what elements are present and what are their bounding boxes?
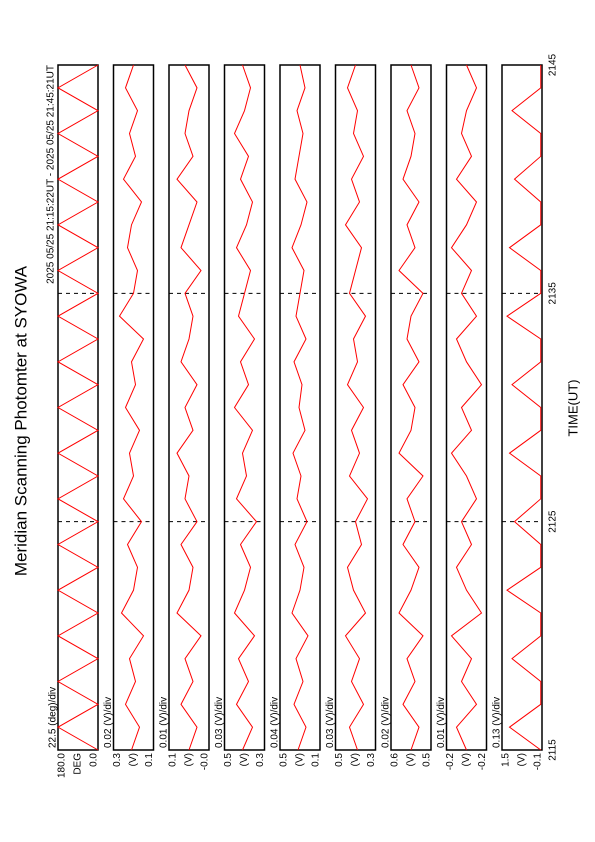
trace	[118, 64, 145, 751]
y-tick-label: 0.1	[311, 753, 322, 767]
x-tick-label: 2125	[548, 510, 559, 533]
x-tick-label: 2145	[548, 53, 559, 76]
y-tick-label: -0.2	[477, 753, 488, 771]
trace	[176, 64, 202, 751]
y-tick-label: 1.5	[501, 753, 512, 767]
panel-frame	[168, 64, 210, 751]
trace	[344, 64, 369, 751]
y-tick-label: 0.3	[255, 753, 266, 767]
y-axis-label: (V)	[350, 753, 361, 766]
panel-label: 22.5 (deg)/div	[48, 687, 59, 748]
y-tick-label: 0.1	[144, 753, 155, 767]
panel-frame	[279, 64, 321, 751]
y-tick-label: 180.0	[57, 753, 68, 778]
y-tick-label: 0.5	[279, 753, 290, 767]
panel-frame	[334, 64, 377, 751]
panel-label: 0.01 (V)/div	[159, 697, 170, 748]
rotated-plot: Meridian Scanning Photomter at SYOWA 202…	[11, 53, 580, 778]
y-tick-label: -0.2	[445, 753, 456, 771]
y-tick-label: 0.5	[334, 753, 345, 767]
y-axis-label: (V)	[461, 753, 472, 766]
x-tick-label: 2115	[548, 739, 559, 761]
y-axis-label: (V)	[406, 753, 417, 766]
y-axis-label: (V)	[184, 753, 195, 766]
panel-label: 0.13 (V)/div	[492, 697, 503, 748]
trace	[56, 64, 100, 751]
trace	[291, 64, 309, 751]
panel-label: 0.03 (V)/div	[325, 697, 336, 748]
panel-frame	[390, 64, 432, 751]
x-tick-label: 2135	[548, 282, 559, 305]
time-range: 2025 05/25 21:15:22UT - 2025 05/25 21:45…	[46, 65, 57, 284]
x-axis-label: TIME(UT)	[565, 379, 580, 436]
panel-frame	[445, 64, 488, 751]
y-tick-label: 0.3	[112, 753, 123, 767]
y-tick-label: -0.0	[200, 753, 211, 771]
panel-label: 0.02 (V)/div	[381, 697, 392, 748]
y-axis-label: (V)	[295, 753, 306, 766]
y-tick-label: 0.3	[366, 753, 377, 767]
panel-label: 0.02 (V)/div	[103, 697, 114, 748]
y-axis-label: DEG	[73, 753, 84, 775]
panel-frame	[112, 64, 155, 751]
y-axis-label: (V)	[239, 753, 250, 766]
trace	[506, 65, 542, 751]
panel-label: 0.03 (V)/div	[214, 697, 225, 748]
y-tick-label: 0.5	[422, 753, 433, 767]
y-tick-label: 0.1	[168, 753, 179, 767]
panel-label: 0.04 (V)/div	[270, 697, 281, 748]
y-axis-label: (V)	[128, 753, 139, 766]
y-tick-label: 0.6	[390, 753, 401, 767]
chart-title: Meridian Scanning Photomter at SYOWA	[11, 265, 30, 576]
y-tick-label: 0.5	[223, 753, 234, 767]
y-tick-label: 0.0	[89, 753, 100, 767]
trace	[233, 64, 258, 751]
trace	[398, 64, 424, 751]
panel-frame	[501, 64, 543, 751]
y-tick-label: -0.1	[533, 753, 544, 771]
y-axis-label: (V)	[517, 753, 528, 766]
trace	[450, 64, 483, 751]
panel-label: 0.01 (V)/div	[436, 697, 447, 748]
